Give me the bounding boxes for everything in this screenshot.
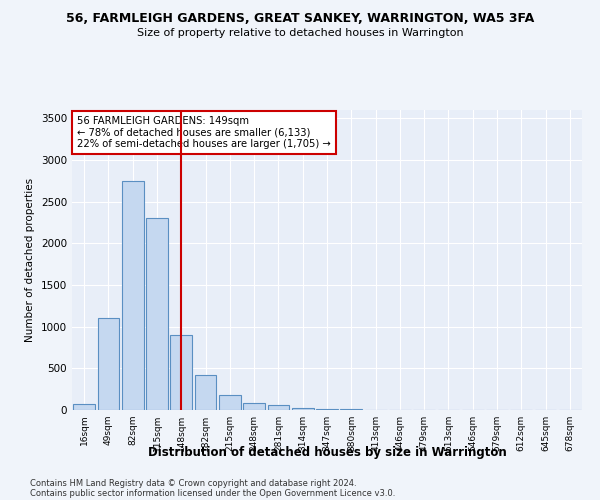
Bar: [194, 375, 217, 410]
Bar: [219, 396, 241, 410]
Bar: [97, 318, 119, 410]
Text: Distribution of detached houses by size in Warrington: Distribution of detached houses by size …: [148, 446, 506, 459]
Text: Contains HM Land Registry data © Crown copyright and database right 2024.: Contains HM Land Registry data © Crown c…: [30, 478, 356, 488]
Bar: [146, 218, 168, 410]
Text: 56, FARMLEIGH GARDENS, GREAT SANKEY, WARRINGTON, WA5 3FA: 56, FARMLEIGH GARDENS, GREAT SANKEY, WAR…: [66, 12, 534, 26]
Bar: [243, 402, 265, 410]
Text: Contains public sector information licensed under the Open Government Licence v3: Contains public sector information licen…: [30, 488, 395, 498]
Text: Size of property relative to detached houses in Warrington: Size of property relative to detached ho…: [137, 28, 463, 38]
Bar: [73, 404, 95, 410]
Bar: [268, 406, 289, 410]
Text: 56 FARMLEIGH GARDENS: 149sqm
← 78% of detached houses are smaller (6,133)
22% of: 56 FARMLEIGH GARDENS: 149sqm ← 78% of de…: [77, 116, 331, 149]
Bar: [170, 335, 192, 410]
Bar: [292, 408, 314, 410]
Bar: [122, 181, 143, 410]
Bar: [316, 409, 338, 410]
Y-axis label: Number of detached properties: Number of detached properties: [25, 178, 35, 342]
